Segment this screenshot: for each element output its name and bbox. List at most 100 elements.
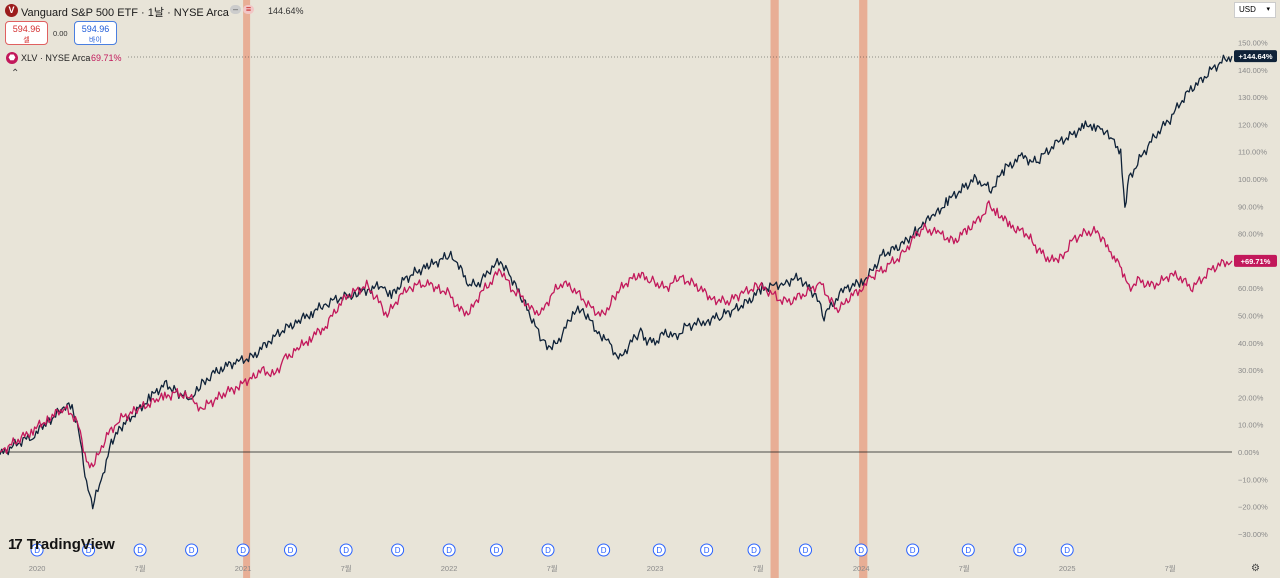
compare-symbol[interactable]: XLV · NYSE Arca bbox=[21, 53, 91, 63]
dividend-marker-label: D bbox=[858, 546, 864, 555]
dividend-marker[interactable]: D bbox=[1060, 543, 1074, 557]
currency-select[interactable]: USD ▾ bbox=[1234, 2, 1276, 18]
x-tick-label: 7월 bbox=[135, 563, 146, 573]
dividend-marker-label: D bbox=[189, 546, 195, 555]
buy-label: 바이 bbox=[89, 37, 102, 44]
last-value-label: +69.71% bbox=[1241, 257, 1271, 266]
y-tick-label: 40.00% bbox=[1238, 339, 1264, 348]
dividend-marker-label: D bbox=[1017, 546, 1023, 555]
x-tick-label: 7월 bbox=[753, 563, 764, 573]
y-tick-label: 50.00% bbox=[1238, 312, 1264, 321]
x-tick-label: 2023 bbox=[647, 564, 664, 573]
collapse-chevron-icon[interactable]: ⌃ bbox=[11, 68, 20, 79]
x-tick-label: 2022 bbox=[441, 564, 458, 573]
dividend-marker-label: D bbox=[965, 546, 971, 555]
sell-button[interactable]: 594.96 셀 bbox=[5, 21, 48, 45]
menu-icon[interactable]: ≡ bbox=[243, 5, 254, 14]
dividend-marker[interactable]: D bbox=[541, 543, 555, 557]
tradingview-mark-icon: 17 bbox=[8, 536, 23, 553]
x-axis: 2020 7월 2021 7월 2022 7월 2023 7월 2024 7월 2025 7월 bbox=[29, 563, 1176, 573]
dividend-marker[interactable]: D bbox=[133, 543, 147, 557]
last-value-labels: +144.64% +69.71% bbox=[1234, 50, 1277, 267]
dividend-marker-label: D bbox=[545, 546, 551, 555]
dividend-marker-label: D bbox=[910, 546, 916, 555]
last-value-badge bbox=[1234, 50, 1277, 63]
currency-value: USD bbox=[1239, 5, 1256, 14]
x-tick-label: 2025 bbox=[1059, 564, 1076, 573]
x-tick-label: 7월 bbox=[1165, 563, 1176, 573]
dividend-marker-label: D bbox=[343, 546, 349, 555]
series-lines bbox=[0, 54, 1233, 510]
y-tick-label: 10.00% bbox=[1238, 421, 1264, 430]
dividend-marker[interactable]: D bbox=[236, 543, 250, 557]
dividend-marker[interactable]: D bbox=[854, 543, 868, 557]
minimize-icon[interactable]: – bbox=[230, 5, 241, 14]
y-tick-label: 60.00% bbox=[1238, 284, 1264, 293]
dividend-marker-label: D bbox=[395, 546, 401, 555]
dividend-marker-label: D bbox=[803, 546, 809, 555]
dividend-marker-label: D bbox=[288, 546, 294, 555]
dividend-marker-label: D bbox=[704, 546, 710, 555]
dividend-marker-label: D bbox=[656, 546, 662, 555]
x-tick-label: 2020 bbox=[29, 564, 46, 573]
dividend-marker[interactable]: D bbox=[490, 543, 504, 557]
dividend-marker[interactable]: D bbox=[961, 543, 975, 557]
last-value-badge bbox=[1234, 254, 1277, 267]
spread-value: 0.00 bbox=[53, 29, 68, 38]
sell-label: 셀 bbox=[23, 37, 30, 44]
y-tick-label: 100.00% bbox=[1238, 175, 1268, 184]
dividend-marker-label: D bbox=[1064, 546, 1070, 555]
dividend-marker-label: D bbox=[494, 546, 500, 555]
buy-price: 594.96 bbox=[81, 24, 110, 34]
dividend-marker-label: D bbox=[137, 546, 143, 555]
y-tick-label: −10.00% bbox=[1238, 475, 1268, 484]
xlv-logo-icon: ⬣ bbox=[6, 52, 18, 64]
dividend-marker[interactable]: D bbox=[906, 543, 920, 557]
x-tick-label: 7월 bbox=[341, 563, 352, 573]
dividend-marker[interactable]: D bbox=[799, 543, 813, 557]
x-tick-label: 2021 bbox=[235, 564, 252, 573]
y-tick-label: 140.00% bbox=[1238, 66, 1268, 75]
dividend-marker[interactable]: D bbox=[747, 543, 761, 557]
dividend-marker[interactable]: D bbox=[283, 543, 297, 557]
sell-price: 594.96 bbox=[12, 24, 41, 34]
dividend-marker[interactable]: D bbox=[185, 543, 199, 557]
dividend-marker[interactable]: D bbox=[82, 543, 96, 557]
symbol-logo-icon: V bbox=[5, 4, 18, 17]
dividend-marker[interactable]: D bbox=[391, 543, 405, 557]
tradingview-logo[interactable]: 17 TradingView bbox=[8, 536, 115, 553]
y-tick-label: 90.00% bbox=[1238, 202, 1264, 211]
highlight-band-0 bbox=[243, 0, 251, 578]
dividend-marker-label: D bbox=[751, 546, 757, 555]
highlight-band-1 bbox=[770, 0, 779, 578]
y-tick-label: 120.00% bbox=[1238, 120, 1268, 129]
y-tick-label: 80.00% bbox=[1238, 230, 1264, 239]
y-tick-label: −20.00% bbox=[1238, 503, 1268, 512]
y-tick-label: 30.00% bbox=[1238, 366, 1264, 375]
dividend-marker[interactable]: D bbox=[652, 543, 666, 557]
y-tick-label: 20.00% bbox=[1238, 393, 1264, 402]
y-tick-label: 150.00% bbox=[1238, 39, 1268, 48]
chevron-down-icon: ▾ bbox=[1266, 6, 1270, 13]
series-line-vanguard-s-p-500-etf[interactable] bbox=[0, 54, 1233, 510]
dividend-marker[interactable]: D bbox=[597, 543, 611, 557]
dividend-marker-label: D bbox=[601, 546, 607, 555]
dividend-marker[interactable]: D bbox=[700, 543, 714, 557]
dividend-marker[interactable]: D bbox=[339, 543, 353, 557]
dividend-marker[interactable]: D bbox=[442, 543, 456, 557]
x-tick-label: 7월 bbox=[547, 563, 558, 573]
chart-title[interactable]: Vanguard S&P 500 ETF · 1날 · NYSE Arca bbox=[21, 7, 229, 19]
series-line-xlv[interactable] bbox=[0, 200, 1233, 469]
compare-change-pct: 69.71% bbox=[91, 53, 122, 63]
dividend-marker[interactable]: D bbox=[30, 543, 44, 557]
y-tick-label: 110.00% bbox=[1238, 148, 1267, 157]
buy-button[interactable]: 594.96 바이 bbox=[74, 21, 117, 45]
x-tick-label: 7월 bbox=[959, 563, 970, 573]
dividend-marker[interactable]: D bbox=[1013, 543, 1027, 557]
x-tick-label: 2024 bbox=[853, 564, 870, 573]
last-value-label: +144.64% bbox=[1239, 52, 1273, 61]
settings-gear-icon[interactable]: ⚙ bbox=[1251, 563, 1260, 574]
y-tick-label: 130.00% bbox=[1238, 93, 1268, 102]
